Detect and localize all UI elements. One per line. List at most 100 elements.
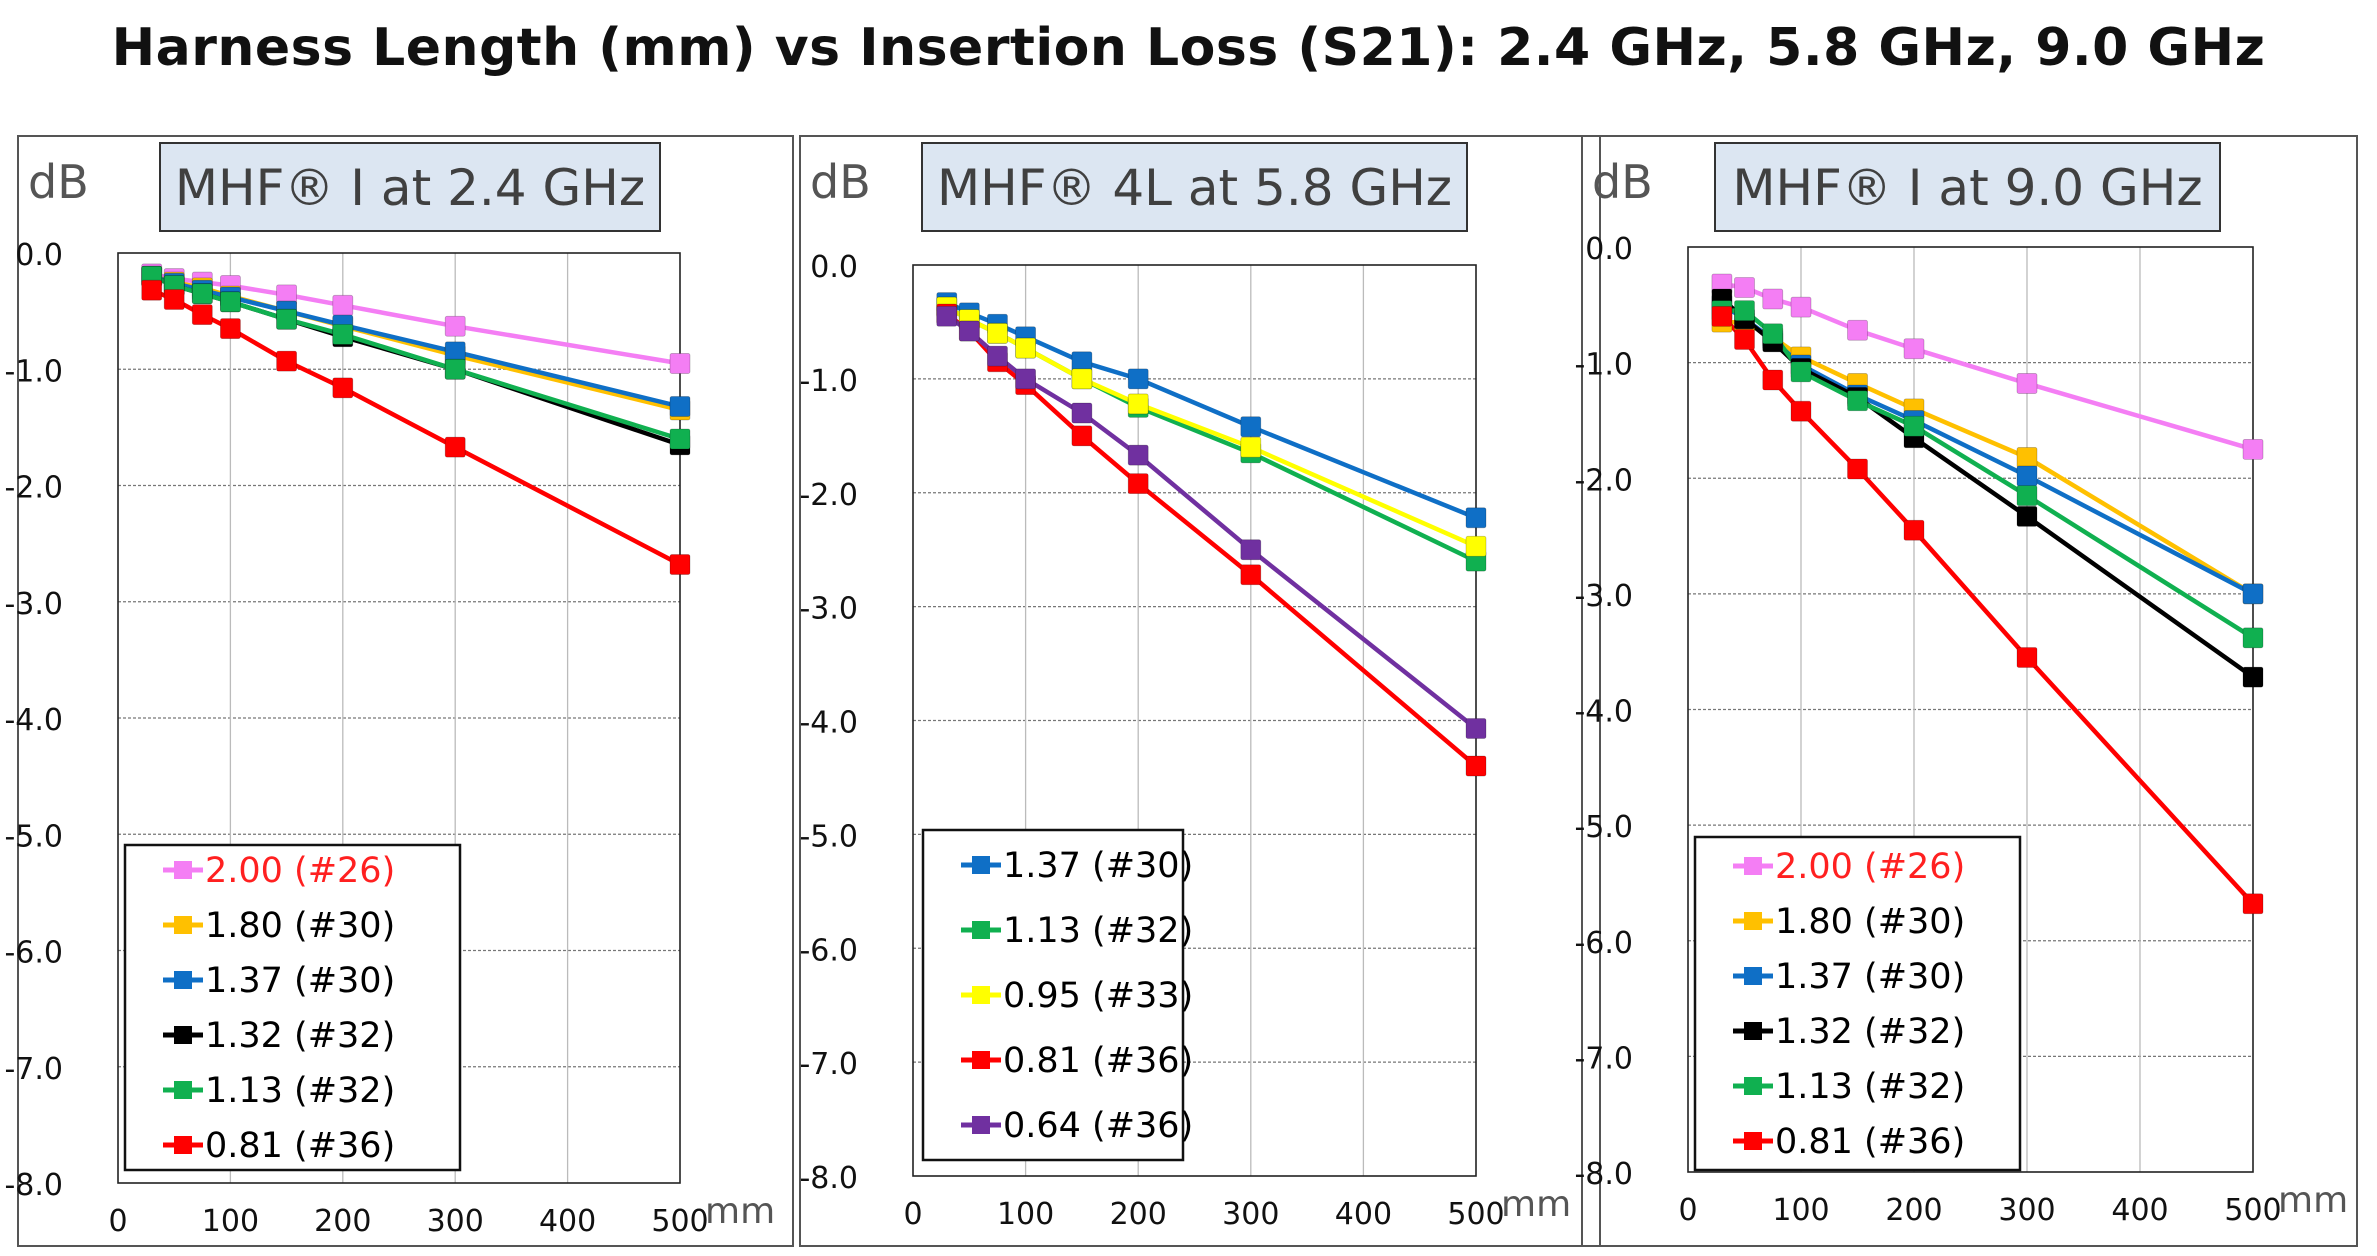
y-tick-label: -1.0 (4, 354, 63, 389)
page-title: Harness Length (mm) vs Insertion Loss (S… (111, 18, 2266, 78)
x-tick-label: 200 (1885, 1193, 1942, 1228)
chart-1: 0.0 -1.0 -2.0 -3.0 -4.0 -5.0 -6.0 -7.0 -8.0 0 100 2… (4, 135, 794, 1247)
data-point (2016, 647, 2038, 668)
data-point (191, 304, 213, 326)
data-point (1240, 564, 1262, 586)
chart-title-box (159, 142, 661, 232)
x-tick-label: 100 (997, 1197, 1054, 1232)
x-tick-label: 100 (1772, 1193, 1829, 1228)
data-point (669, 396, 691, 417)
x-tick-label: 0 (108, 1204, 127, 1239)
legend-label: 0.95 (#33) (1003, 976, 1193, 1016)
x-tick-label: 300 (1998, 1193, 2055, 1228)
x-tick-label: 300 (1222, 1197, 1279, 1232)
legend-label: 0.81 (#36) (205, 1126, 395, 1166)
x-tick-label: 500 (1447, 1197, 1504, 1232)
data-point (1127, 368, 1149, 390)
y-tick-label: -8.0 (1574, 1157, 1633, 1192)
legend-box (123, 843, 462, 1172)
data-point (1790, 400, 1812, 422)
data-point (219, 318, 241, 339)
data-point (1071, 425, 1093, 447)
data-point (1734, 277, 1755, 298)
x-tick-label: 0 (903, 1197, 922, 1232)
data-point (1903, 338, 1925, 360)
y-tick-label: -4.0 (4, 703, 63, 738)
legend-marker (972, 1051, 990, 1069)
data-point (1240, 436, 1262, 458)
y-tick-label: -4.0 (1574, 695, 1633, 730)
chart-frame (17, 135, 794, 1247)
legend-label: 1.37 (#30) (205, 961, 395, 1001)
y-tick-label: -3.0 (4, 587, 63, 622)
y-tick-label: -5.0 (4, 819, 63, 854)
data-point (936, 305, 958, 327)
data-point (1240, 539, 1262, 561)
data-point (2016, 506, 2038, 527)
data-point (2016, 447, 2038, 468)
data-point (1127, 473, 1149, 495)
data-point (1734, 329, 1755, 350)
y-tick-label: -7.0 (799, 1047, 858, 1082)
data-point (669, 554, 691, 575)
x-axis-label: mm (2278, 1180, 2348, 1221)
data-point (2242, 627, 2264, 649)
y-tick-label: -5.0 (1574, 810, 1633, 845)
legend-marker (972, 1116, 990, 1134)
chart-title: MHF® I at 9.0 GHz (1732, 159, 2202, 217)
data-point (276, 350, 298, 372)
legend-marker (1744, 912, 1762, 930)
y-tick-label: -3.0 (1574, 579, 1633, 614)
y-tick-label: -8.0 (799, 1161, 858, 1196)
data-point (987, 322, 1008, 344)
legend-marker (1744, 967, 1762, 985)
y-tick-label: 0.0 (15, 238, 63, 273)
y-tick-label: -7.0 (1574, 1041, 1633, 1076)
legend-box (1693, 835, 2022, 1172)
x-tick-label: 100 (202, 1204, 259, 1239)
y-tick-label: -5.0 (799, 819, 858, 854)
data-point (1790, 296, 1812, 318)
x-axis-label: mm (1501, 1184, 1571, 1225)
chart-frame (799, 135, 1601, 1247)
x-axis-label: mm (705, 1191, 775, 1232)
legend-label: 1.80 (#30) (1775, 902, 1965, 942)
data-point (1127, 393, 1149, 415)
y-tick-label: -6.0 (4, 936, 63, 971)
legend-label: 1.37 (#30) (1003, 846, 1193, 886)
data-point (1903, 519, 1925, 541)
data-point (332, 323, 354, 345)
data-point (444, 341, 466, 363)
plot-border (1687, 246, 2254, 1173)
x-tick-label: 200 (1110, 1197, 1167, 1232)
data-point (332, 294, 354, 316)
legend-marker (972, 986, 990, 1004)
y-tick-label: -2.0 (799, 478, 858, 513)
data-point (1240, 416, 1262, 438)
chart-title-box (1714, 142, 2221, 232)
legend-label: 0.64 (#36) (1003, 1106, 1193, 1146)
legend-label: 1.80 (#30) (205, 906, 395, 946)
data-point (444, 358, 466, 380)
legend-marker (1744, 1132, 1762, 1150)
legend-label: 0.81 (#36) (1775, 1122, 1965, 1162)
data-point (1071, 368, 1093, 390)
legend-marker (1744, 857, 1762, 875)
y-tick-label: -4.0 (799, 706, 858, 741)
data-point (2016, 465, 2038, 487)
x-tick-label: 400 (1335, 1197, 1392, 1232)
x-tick-label: 200 (314, 1204, 371, 1239)
data-point (669, 428, 691, 450)
data-point (1762, 288, 1784, 310)
data-point (332, 377, 354, 399)
legend-label: 1.32 (#32) (205, 1016, 395, 1056)
y-tick-label: 0.0 (810, 250, 858, 285)
series-group (1711, 273, 2264, 915)
data-point (987, 345, 1008, 367)
legend-marker (174, 1026, 192, 1044)
series-group (141, 263, 691, 575)
x-tick-label: 400 (2111, 1193, 2168, 1228)
data-point (2016, 373, 2038, 394)
y-tick-label: -1.0 (799, 364, 858, 399)
legend-label: 1.32 (#32) (1775, 1012, 1965, 1052)
